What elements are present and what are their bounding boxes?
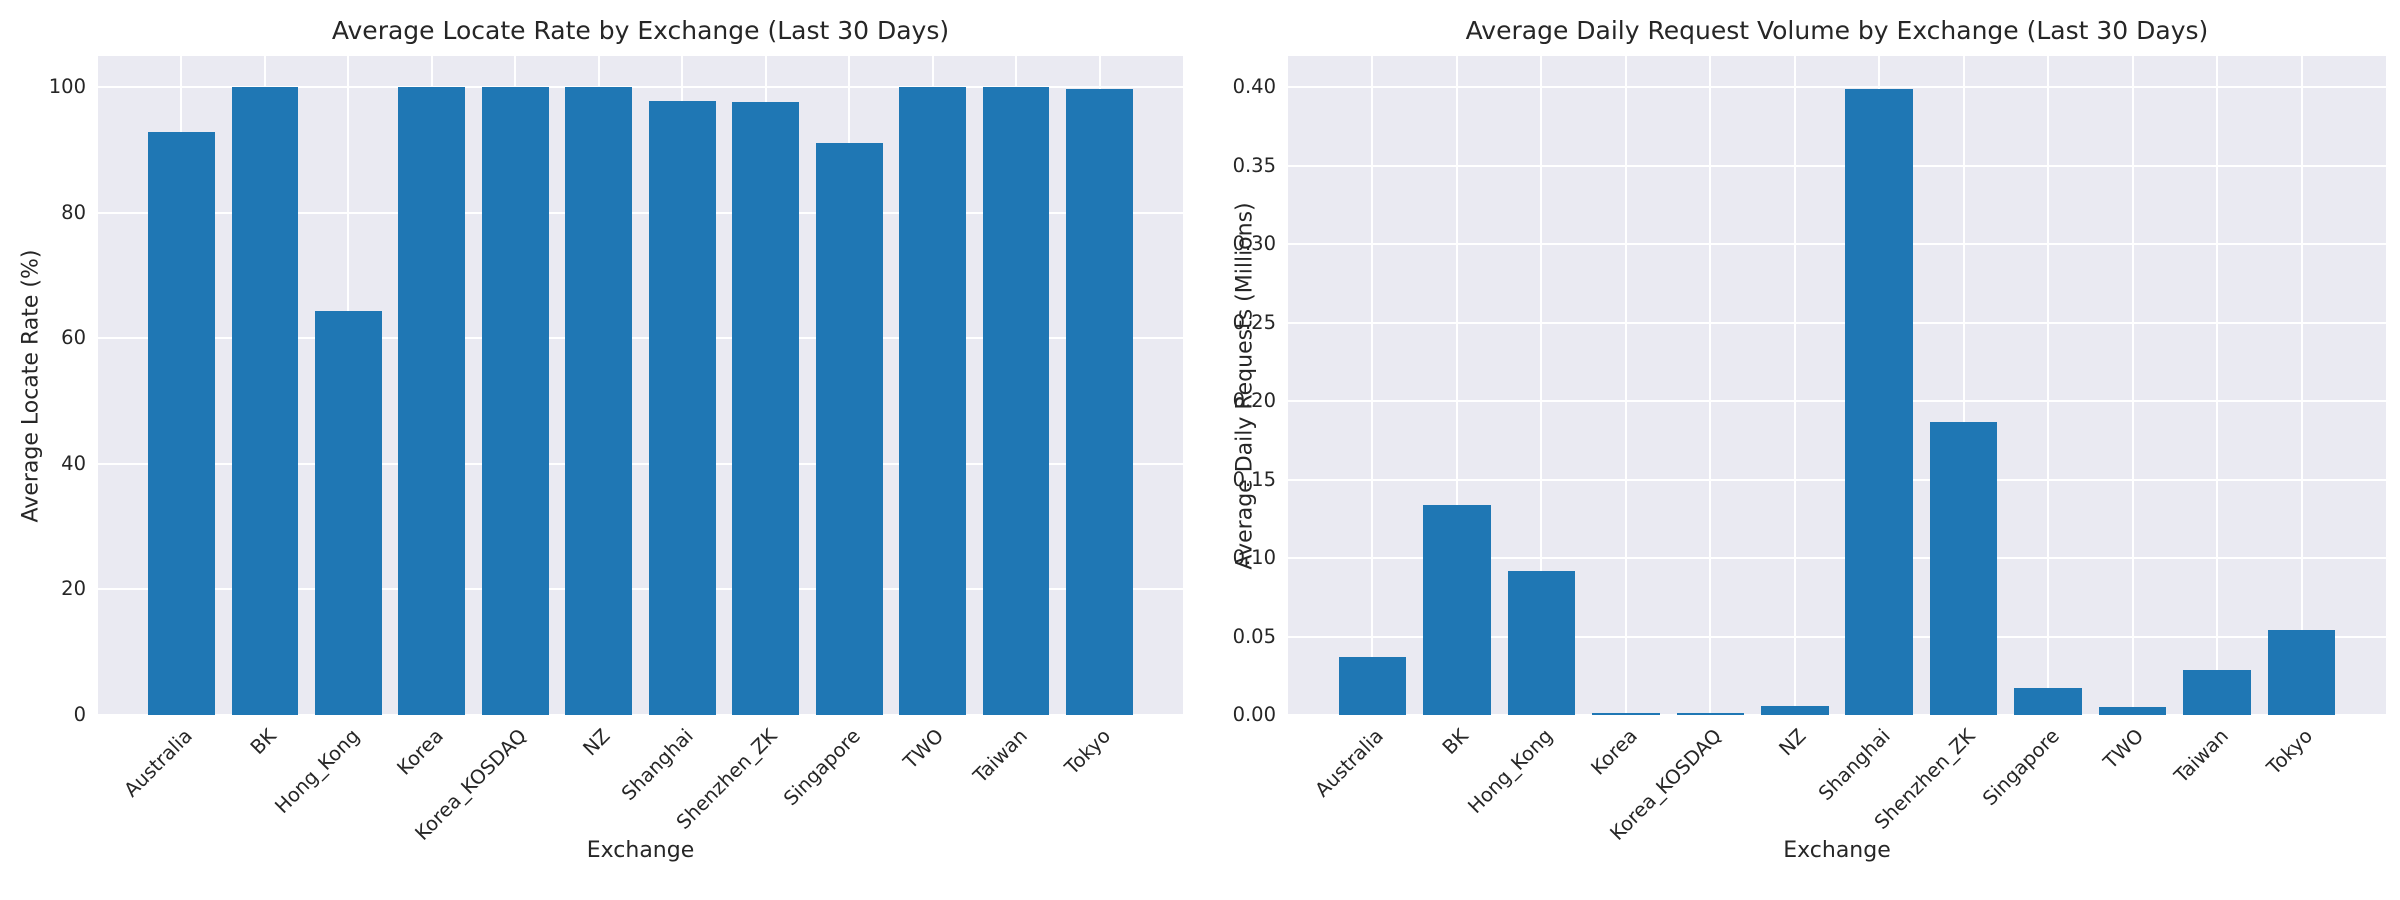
bar-korea_kosdaq <box>1676 713 1745 715</box>
y-tick-label: 0.20 <box>1232 389 1276 413</box>
x-tick-label: Australia <box>119 724 198 802</box>
x-tick-label: Korea <box>1586 724 1642 780</box>
y-tick-label: 0.10 <box>1232 546 1276 570</box>
x-tick-label: Hong_Kong <box>270 724 364 819</box>
y-tick-label: 100 <box>48 75 86 99</box>
y-gridline <box>1288 557 2386 560</box>
locate-rate-chart: Average Locate Rate by Exchange (Last 30… <box>18 16 1183 865</box>
x-tick-label: NZ <box>1774 724 1811 761</box>
x-axis-label: Exchange <box>1783 838 1891 863</box>
y-gridline <box>1288 635 2386 638</box>
bar-australia <box>1338 656 1407 715</box>
x-gridline <box>1540 56 1543 715</box>
y-gridline <box>98 86 1183 89</box>
x-tick-zone: Australia BK Hong_Kong Korea Korea_KOSDAQ NZ S… <box>98 715 1183 865</box>
bar-nz <box>565 87 633 715</box>
x-tick-label: Korea <box>392 724 448 780</box>
y-gridline <box>98 337 1183 340</box>
x-tick-label: Shanghai <box>617 724 698 806</box>
chart-title: Average Locate Rate by Exchange (Last 30… <box>331 16 950 45</box>
x-tick-zone: Australia BK Hong_Kong Korea Korea_KOSDAQ NZ S… <box>1288 715 2386 865</box>
bar-tokyo <box>2267 630 2336 715</box>
x-gridline <box>1793 56 1796 715</box>
x-tick-label: Taiwan <box>968 724 1032 788</box>
bar-korea <box>398 87 466 715</box>
x-gridline <box>2300 56 2303 715</box>
plot-area <box>98 56 1183 716</box>
x-gridline <box>1709 56 1712 715</box>
y-tick-label: 0.40 <box>1232 75 1276 99</box>
x-tick-label: Tokyo <box>2262 724 2318 780</box>
y-tick-label: 0.30 <box>1232 232 1276 256</box>
y-gridline <box>98 588 1183 591</box>
x-tick-label: Shanghai <box>1814 724 1895 806</box>
y-axis-label: Average Locate Rate (%) <box>18 249 44 522</box>
y-tick-label: 0.35 <box>1232 153 1276 177</box>
x-tick-label: Australia <box>1310 724 1389 802</box>
bar-tokyo <box>1066 88 1133 715</box>
x-gridline <box>1455 56 1458 715</box>
bar-korea <box>1592 713 1660 715</box>
bar-taiwan <box>982 87 1050 715</box>
y-tick-label: 0.25 <box>1232 310 1276 334</box>
x-tick-label: Hong_Kong <box>1463 724 1557 819</box>
y-gridline <box>1288 478 2386 481</box>
x-tick-label: Tokyo <box>1060 724 1116 780</box>
x-tick-label: Singapore <box>778 724 865 811</box>
x-tick-label: Singapore <box>1977 724 2064 811</box>
y-gridline <box>1288 400 2386 403</box>
x-tick-label: BK <box>245 724 281 760</box>
x-gridline <box>2047 56 2050 715</box>
x-tick-label: BK <box>1437 724 1473 760</box>
y-gridline <box>1288 86 2386 89</box>
y-axis-label: Average Daily Requests (Millions) <box>1232 201 1258 570</box>
bar-australia <box>148 131 215 715</box>
y-tick-label: 0.15 <box>1232 467 1276 491</box>
x-tick-label: TWO <box>899 724 949 774</box>
y-tick-label: 60 <box>61 326 86 350</box>
x-tick-label: TWO <box>2099 724 2149 774</box>
bar-two <box>899 87 966 715</box>
bar-shanghai <box>1845 88 1913 715</box>
bar-singapore <box>2014 688 2082 715</box>
y-gridline <box>1288 164 2386 167</box>
chart-title: Average Daily Request Volume by Exchange… <box>1465 16 2209 45</box>
plot-area <box>1288 56 2386 716</box>
y-tick-label: 0 <box>73 703 86 726</box>
y-gridline <box>98 462 1183 465</box>
bar-nz <box>1760 705 1829 715</box>
y-tick-label: 20 <box>61 577 86 601</box>
x-axis-label: Exchange <box>586 838 695 863</box>
bar-korea_kosdaq <box>481 87 549 715</box>
bar-shenzhen_zk <box>1929 421 1998 715</box>
bar-taiwan <box>2183 669 2251 715</box>
request-volume-chart: Average Daily Request Volume by Exchange… <box>1200 0 2400 900</box>
y-tick-label: 0.00 <box>1232 703 1276 726</box>
x-tick-label: NZ <box>578 724 615 761</box>
bar-shanghai <box>648 100 716 715</box>
bar-hong_kong <box>315 311 382 715</box>
y-gridline <box>1288 321 2386 324</box>
y-gridline <box>98 714 1183 716</box>
y-gridline <box>1288 243 2386 246</box>
x-gridline <box>2216 56 2219 715</box>
bar-shenzhen_zk <box>732 102 800 715</box>
x-gridline <box>2131 56 2134 715</box>
x-gridline <box>1371 56 1374 715</box>
bar-two <box>2098 707 2167 715</box>
y-gridline <box>1288 714 2386 716</box>
y-tick-label: 80 <box>61 200 86 224</box>
y-tick-label: 40 <box>61 451 86 475</box>
y-gridline <box>98 211 1183 214</box>
bar-hong_kong <box>1507 570 1576 715</box>
y-tick-label: 0.05 <box>1232 624 1276 648</box>
bar-singapore <box>815 142 883 715</box>
bar-bk <box>1423 504 1491 715</box>
x-tick-label: Taiwan <box>2169 724 2233 788</box>
bar-bk <box>231 87 299 715</box>
x-gridline <box>1962 56 1965 715</box>
x-gridline <box>1624 56 1627 715</box>
